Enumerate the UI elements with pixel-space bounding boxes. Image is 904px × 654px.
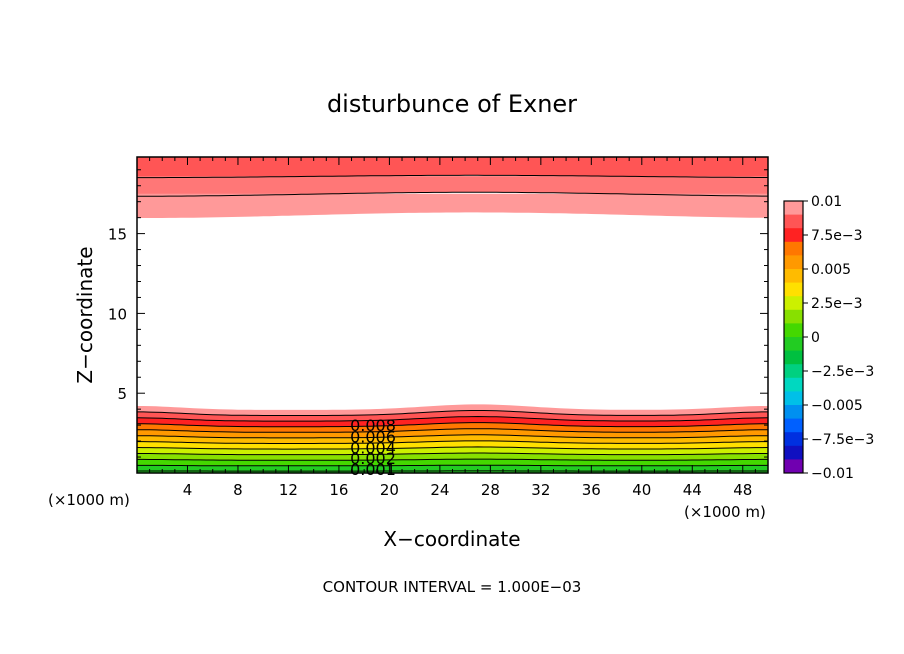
colorbar: 0.01 7.5e−3 0.005 2.5e−3 0 −2.5e−3 −0.005 −7.5e… <box>783 194 874 482</box>
chart-title: disturbunce of Exner <box>327 90 577 118</box>
contour-line <box>137 464 768 467</box>
contour-line <box>137 440 768 444</box>
x-tick-label: 36 <box>582 481 601 499</box>
contour-fill <box>137 157 768 473</box>
colorbar-swatch <box>784 282 803 297</box>
x-tick-label: 32 <box>531 481 550 499</box>
x-tick-label: 20 <box>380 481 399 499</box>
x-tick-label: 48 <box>733 481 752 499</box>
colorbar-tick-label: −0.005 <box>811 398 863 414</box>
contour-line <box>137 434 768 439</box>
colorbar-swatch <box>784 201 803 216</box>
colorbar-swatch <box>784 323 803 338</box>
colorbar-tick-label: 0 <box>811 330 820 346</box>
x-tick-label: 16 <box>329 481 348 499</box>
contour-label: 0.001 <box>350 460 396 479</box>
colorbar-swatch <box>784 255 803 270</box>
colorbar-tick-label: −7.5e−3 <box>811 432 874 448</box>
colorbar-tick-label: 0.005 <box>811 262 851 278</box>
contour-band-top <box>137 176 768 197</box>
contour-line <box>136 428 769 433</box>
contour-band-top <box>137 193 768 218</box>
colorbar-swatch <box>784 296 803 311</box>
y-axis: 5 10 15 <box>108 169 768 474</box>
x-tick-label: 24 <box>430 481 449 499</box>
contour-line <box>136 446 769 450</box>
contour-interval-note: CONTOUR INTERVAL = 1.000E−03 <box>323 578 582 596</box>
colorbar-swatch <box>784 445 803 460</box>
x-axis: 4 8 12 16 20 24 28 32 36 40 44 48 <box>136 157 769 499</box>
x-tick-label: 40 <box>632 481 651 499</box>
colorbar-tick-label: −0.01 <box>811 466 854 482</box>
contour-label: 0.004 <box>350 438 396 457</box>
colorbar-swatch <box>784 377 803 392</box>
y-tick-label: 10 <box>108 305 127 323</box>
contour-line <box>137 458 768 461</box>
x-tick-label: 4 <box>183 481 193 499</box>
contour-line <box>137 191 768 197</box>
colorbar-swatch <box>784 269 803 284</box>
colorbar-swatch <box>784 418 803 433</box>
x-axis-label: X−coordinate <box>383 527 520 551</box>
contour-line <box>137 410 768 416</box>
colorbar-tick-label: −2.5e−3 <box>811 364 874 380</box>
colorbar-swatch <box>784 350 803 365</box>
contour-label: 0.008 <box>350 416 396 435</box>
colorbar-swatch <box>784 364 803 379</box>
colorbar-swatch <box>784 309 803 324</box>
colorbar-swatch <box>784 391 803 406</box>
x-unit-label: (×1000 m) <box>684 503 766 521</box>
y-tick-label: 15 <box>108 226 127 244</box>
x-tick-label: 28 <box>481 481 500 499</box>
contour-lines <box>136 174 769 472</box>
x-tick-label: 12 <box>279 481 298 499</box>
contour-line <box>137 422 768 428</box>
colorbar-swatch <box>784 214 803 229</box>
colorbar-swatch <box>784 228 803 243</box>
y-tick-label: 5 <box>117 385 127 403</box>
contour-line <box>137 174 768 179</box>
colorbar-swatch <box>784 432 803 447</box>
contour-label: 0.002 <box>350 449 396 468</box>
colorbar-tick-label: 0.01 <box>811 194 842 210</box>
contour-band-top <box>137 157 768 178</box>
x-tick-label: 44 <box>683 481 702 499</box>
colorbar-swatch <box>784 241 803 256</box>
contour-line <box>137 452 768 456</box>
contour-line <box>136 415 769 422</box>
colorbar-tick-label: 2.5e−3 <box>811 296 863 312</box>
colorbar-swatch <box>784 459 803 474</box>
colorbar-tick-label: 7.5e−3 <box>811 228 863 244</box>
colorbar-swatch <box>784 405 803 420</box>
y-axis-label: Z−coordinate <box>73 246 97 383</box>
y-unit-label: (×1000 m) <box>48 491 130 509</box>
x-tick-label: 8 <box>233 481 243 499</box>
colorbar-swatch <box>784 337 803 352</box>
contour-label: 0.006 <box>350 427 396 446</box>
